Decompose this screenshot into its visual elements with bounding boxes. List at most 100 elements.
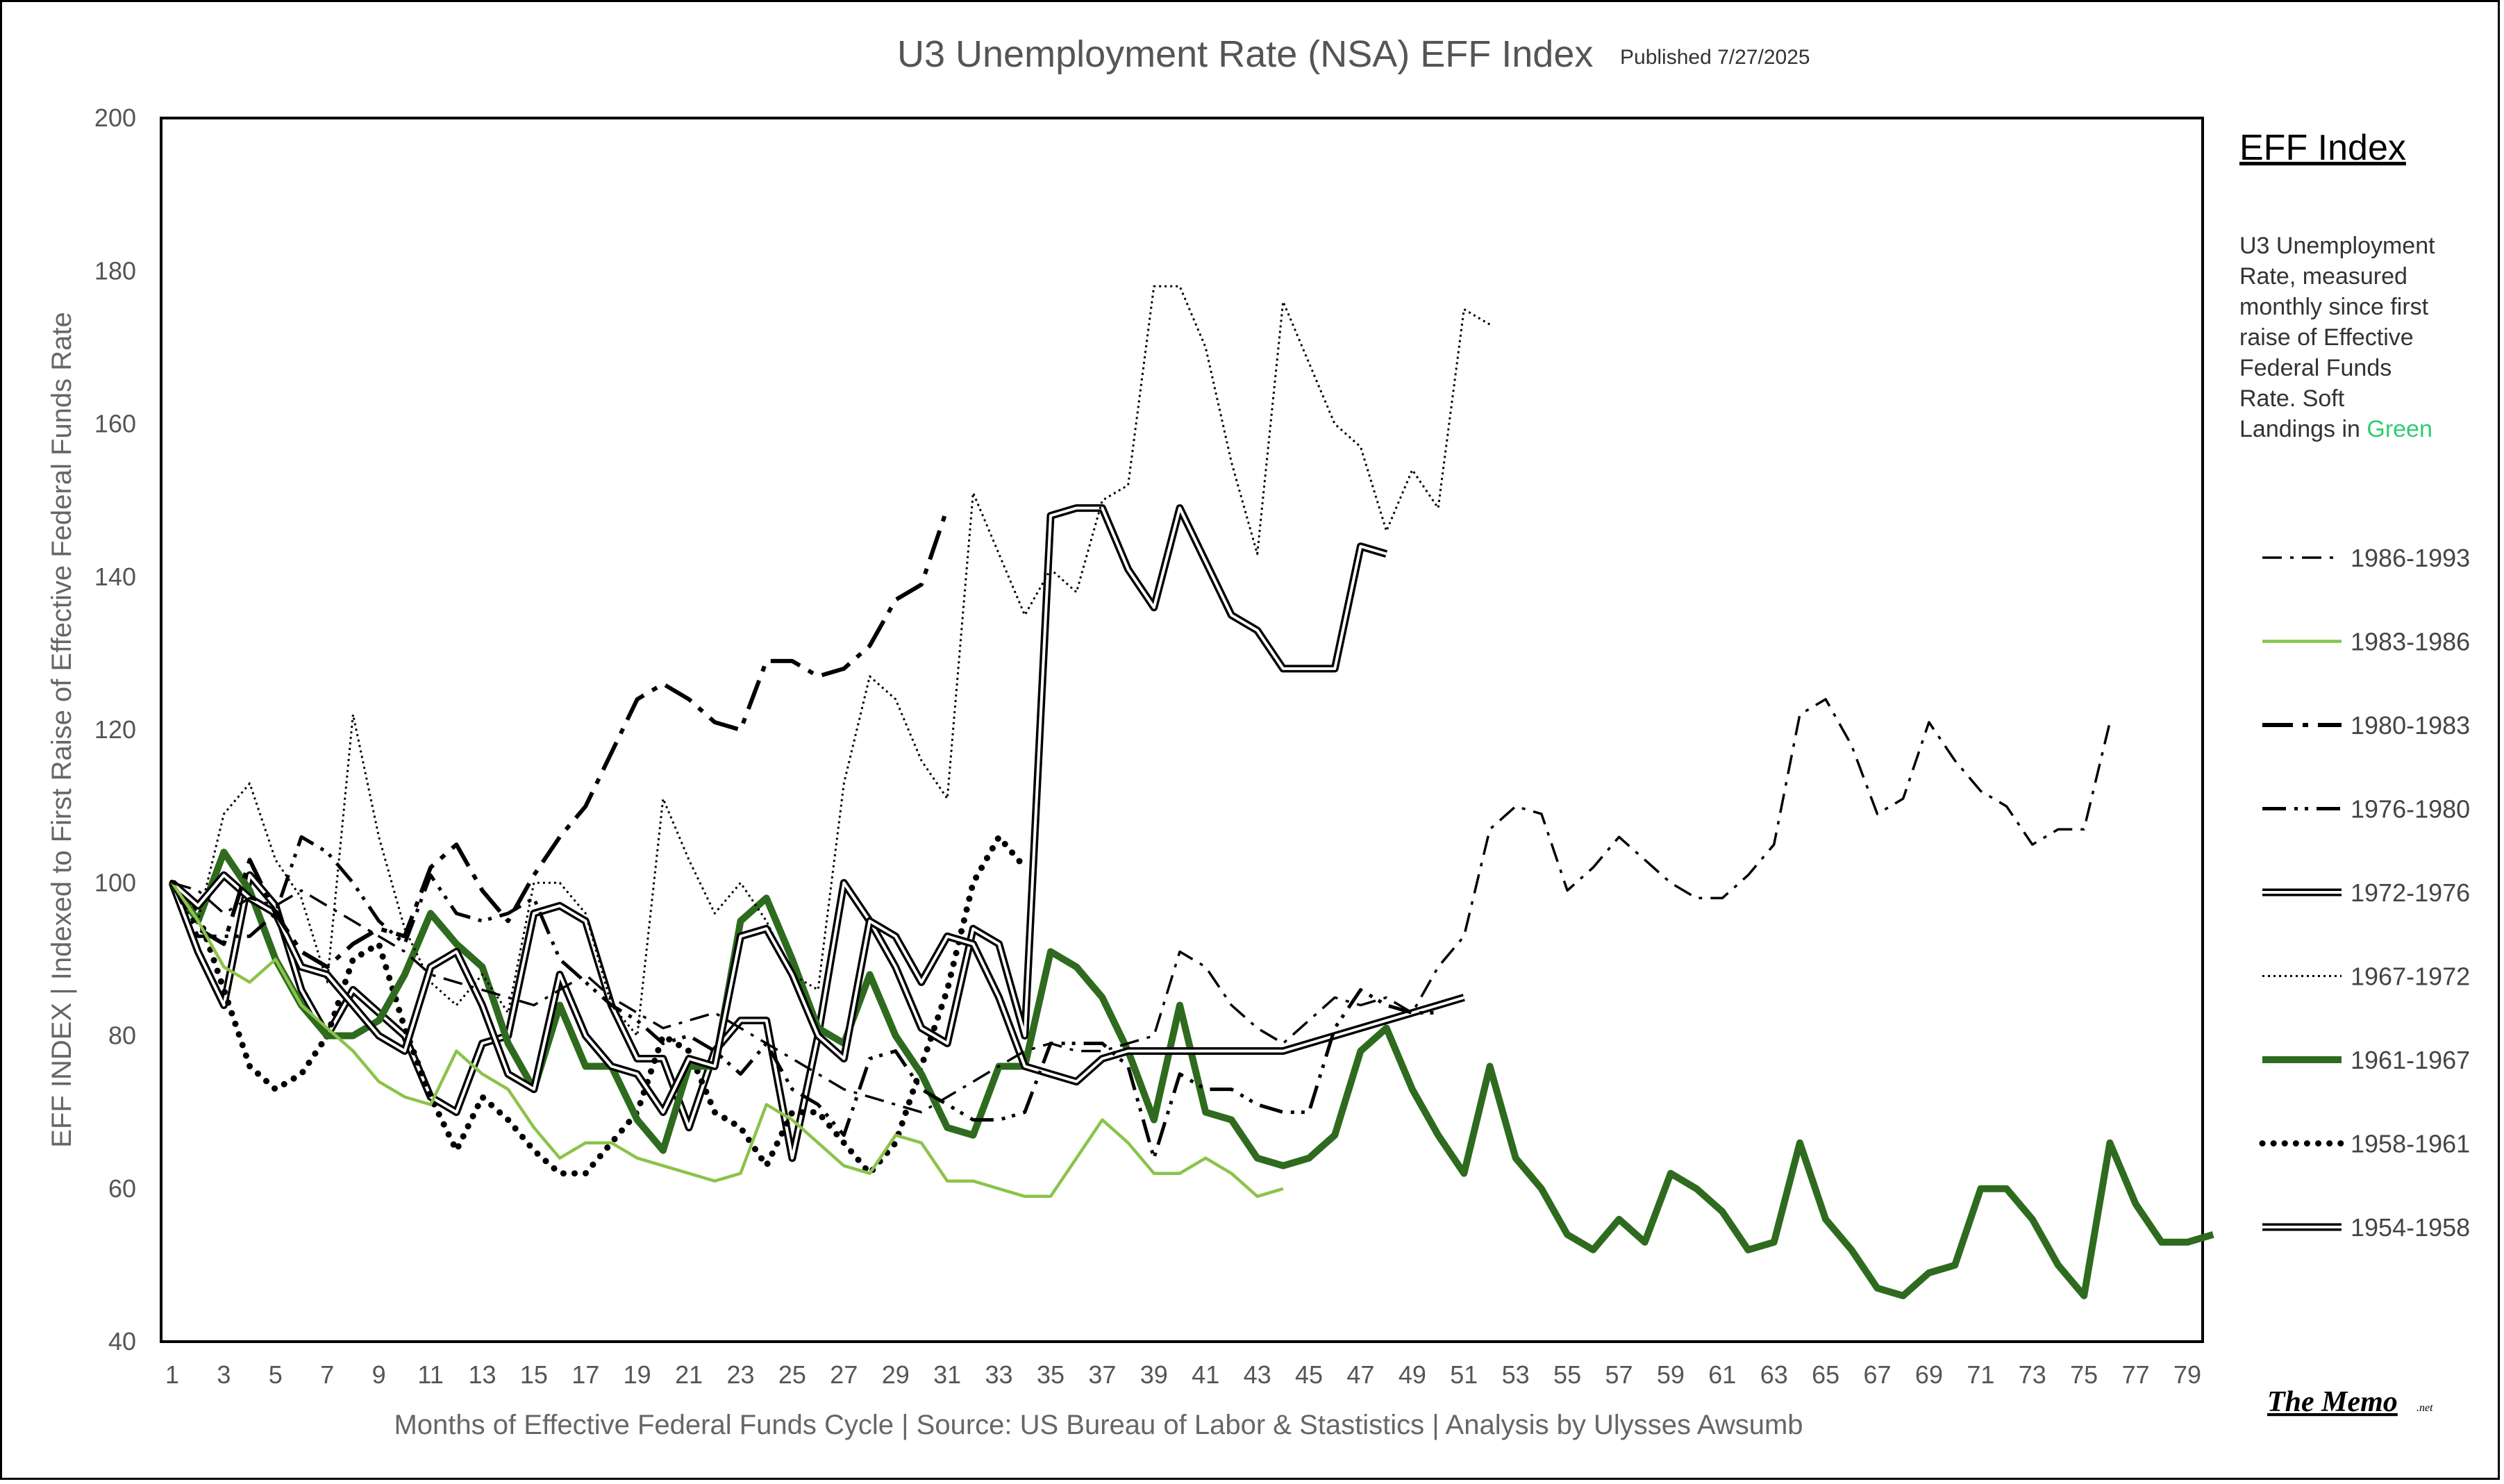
legend-label: 1954-1958 [2351,1213,2470,1242]
x-tick-label: 61 [1708,1360,1736,1389]
x-tick-label: 25 [778,1360,806,1389]
legend-description-line: raise of Effective [2239,324,2414,351]
series-group [168,285,2214,1299]
series-1961-1967 [169,849,2214,1299]
y-axis: 40 60 80 100 120 140 160 180 200 [94,103,136,1356]
series-line [169,849,2214,1299]
x-tick-label: 27 [830,1360,858,1389]
series-line [172,698,2112,1114]
series-1986-1993 [172,698,2112,1114]
x-tick-label: 75 [2070,1360,2098,1389]
x-tick-label: 67 [1864,1360,1892,1389]
legend-highlight: Green [2367,416,2432,442]
x-tick-label: 29 [882,1360,910,1389]
plot-area [160,117,2204,1343]
series-line [169,833,1028,1177]
x-tick-label: 31 [933,1360,961,1389]
legend-description-line: monthly since first [2239,294,2429,320]
x-tick-label: 19 [624,1360,651,1389]
legend-item: 1983-1986 [2262,628,2470,656]
series-line [171,874,1464,1114]
legend-label: 1976-1980 [2351,795,2470,824]
x-tick-label: 65 [1812,1360,1839,1389]
series-1954-1958 [168,504,1388,1162]
legend-description-line: Rate, measured [2239,263,2407,290]
x-tick-label: 59 [1657,1360,1685,1389]
x-tick-label: 9 [372,1360,386,1389]
y-tick-label: 100 [94,868,136,897]
x-tick-label: 37 [1088,1360,1116,1389]
logo-text: The Memo [2267,1386,2398,1418]
legend-description: U3 Unemployment Rate, measured monthly sin… [2239,233,2435,442]
x-tick-label: 77 [2122,1360,2150,1389]
legend-description-line: Federal Funds [2239,355,2392,381]
y-tick-label: 200 [94,103,136,132]
y-tick-label: 140 [94,562,136,591]
x-tick-label: 45 [1295,1360,1323,1389]
legend-label: 1961-1967 [2351,1046,2470,1074]
legend-label: 1958-1961 [2351,1130,2470,1158]
x-tick-label: 51 [1450,1360,1478,1389]
series-line [170,835,1439,1160]
x-axis-label: Months of Effective Federal Funds Cycle … [394,1410,1803,1440]
x-tick-label: 47 [1346,1360,1374,1389]
legend-item: 1967-1972 [2262,962,2470,991]
legend-item: 1961-1967 [2262,1046,2470,1074]
x-tick-label: 15 [520,1360,548,1389]
legend-item: 1980-1983 [2262,711,2470,740]
x-tick-label: 13 [468,1360,496,1389]
x-tick-label: 11 [417,1360,443,1389]
legend-description-line: Rate. Soft [2239,385,2345,412]
legend-label: 1983-1986 [2351,628,2470,656]
x-tick-label: 73 [2019,1360,2046,1389]
x-tick-label: 35 [1037,1360,1065,1389]
y-tick-label: 180 [94,256,136,285]
legend-label: 1972-1976 [2351,878,2470,907]
legend-item: 1954-1958 [2262,1213,2470,1242]
x-tick-label: 3 [217,1360,231,1389]
logo: The Memo .net [2267,1386,2433,1418]
series-1958-1961 [169,833,1028,1177]
legend-item: 1972-1976 [2262,878,2470,907]
x-tick-label: 49 [1399,1360,1426,1389]
x-tick-label: 57 [1605,1360,1633,1389]
legend-item: 1958-1961 [2259,1130,2470,1158]
y-axis-label: EFF INDEX | Indexed to First Raise of Ef… [47,312,77,1147]
legend: EFF Index U3 Unemployment Rate, measured m… [2239,128,2470,1242]
legend-items: 1986-1993 1983-1986 1980-1983 1976-1980 1972… [2259,544,2470,1242]
x-tick-label: 53 [1502,1360,1530,1389]
legend-description-line: U3 Unemployment [2239,233,2435,259]
legend-item: 1976-1980 [2262,795,2470,824]
series-1976-1980 [170,835,1439,1160]
chart-subtitle: Published 7/27/2025 [1620,46,1810,69]
x-tick-label: 1 [165,1360,179,1389]
y-tick-label: 120 [94,715,136,744]
legend-description-text: Landings in [2239,416,2367,442]
series-line [171,506,1387,1160]
series-line [171,882,1284,1199]
x-tick-label: 21 [675,1360,703,1389]
x-tick-label: 69 [1915,1360,1943,1389]
x-tick-label: 39 [1140,1360,1168,1389]
x-tick-label: 63 [1760,1360,1788,1389]
x-tick-label: 23 [726,1360,754,1389]
x-axis: 1 3 5 7 9 11 13 15 17 19 21 23 25 27 29 31 33 35 37 39 41 43 4… [165,1360,2201,1389]
y-tick-label: 40 [108,1327,136,1356]
legend-label: 1986-1993 [2351,544,2470,572]
x-tick-label: 71 [1967,1360,1994,1389]
x-tick-label: 7 [320,1360,334,1389]
legend-description-line: Landings in Green [2239,416,2432,442]
x-tick-label: 41 [1192,1360,1219,1389]
legend-title: EFF Index [2239,128,2406,168]
logo-suffix: .net [2417,1402,2433,1414]
x-tick-label: 79 [2173,1360,2201,1389]
y-tick-label: 60 [108,1174,136,1203]
legend-label: 1980-1983 [2351,711,2470,740]
x-tick-label: 33 [985,1360,1013,1389]
legend-item: 1986-1993 [2262,544,2470,572]
x-tick-label: 43 [1244,1360,1271,1389]
legend-label: 1967-1972 [2351,962,2470,991]
y-tick-label: 160 [94,410,136,438]
series-1972-1976 [169,871,1465,1117]
